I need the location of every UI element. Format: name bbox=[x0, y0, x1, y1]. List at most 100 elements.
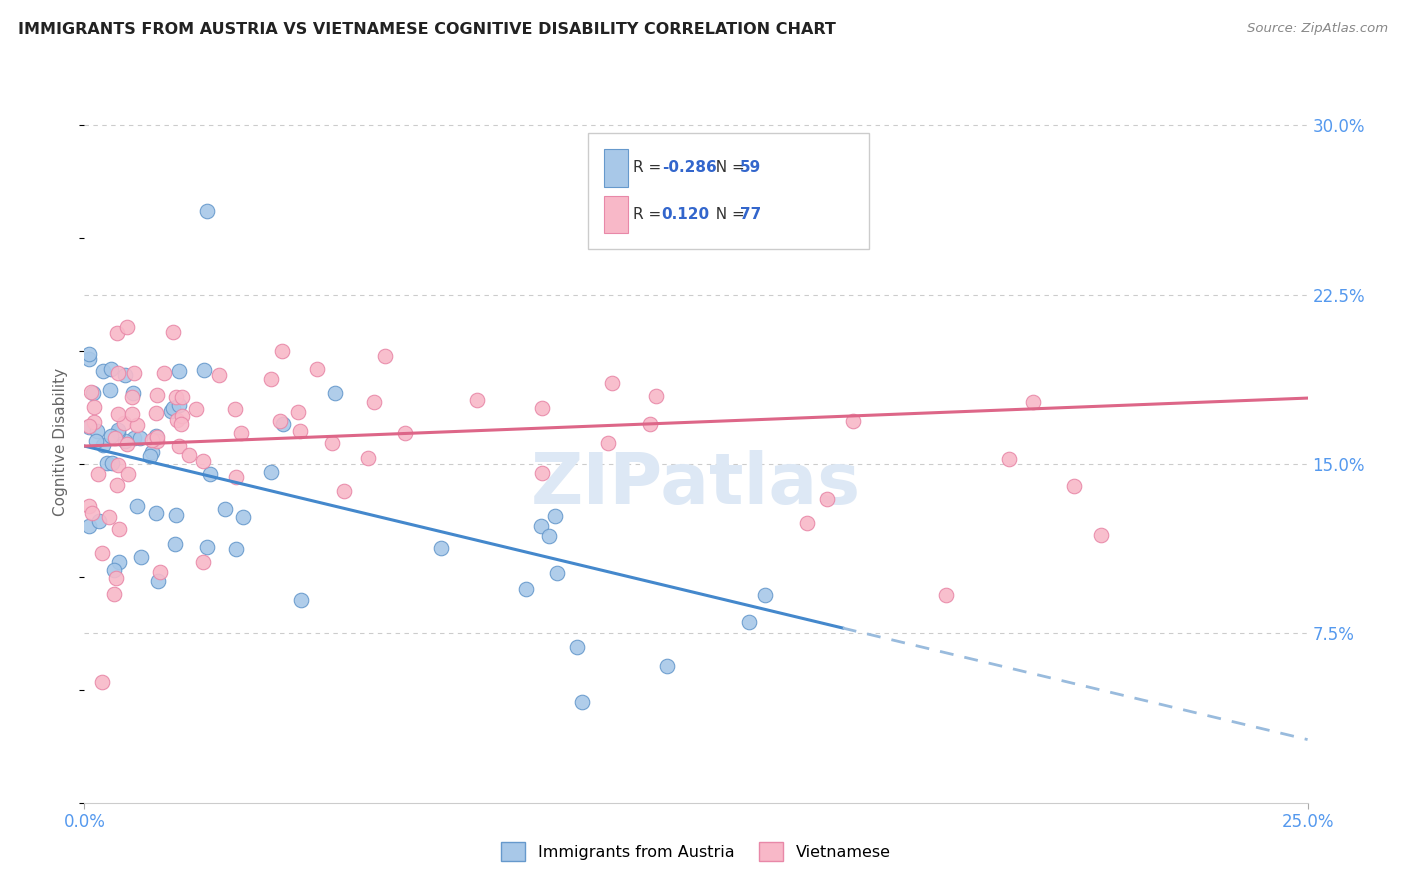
Point bbox=[77, 420, 100, 434]
Point bbox=[139, 449, 162, 463]
Point bbox=[179, 448, 201, 462]
Point bbox=[260, 372, 283, 386]
Point bbox=[86, 434, 108, 449]
Point bbox=[82, 506, 104, 520]
Point bbox=[83, 400, 105, 414]
Point bbox=[260, 466, 283, 480]
Point bbox=[77, 499, 100, 513]
Point bbox=[146, 387, 169, 401]
Point bbox=[115, 436, 138, 450]
Point bbox=[269, 414, 291, 428]
Point bbox=[112, 416, 135, 430]
Point bbox=[193, 555, 215, 569]
Point bbox=[323, 386, 346, 401]
Point bbox=[104, 432, 127, 446]
Point bbox=[96, 456, 118, 470]
Point bbox=[100, 456, 122, 470]
Text: ZIPatlas: ZIPatlas bbox=[531, 450, 860, 519]
Text: 0.120: 0.120 bbox=[662, 207, 710, 222]
Point bbox=[107, 423, 129, 437]
Point bbox=[125, 418, 148, 433]
Point bbox=[163, 537, 186, 551]
Point bbox=[77, 419, 100, 434]
Point bbox=[655, 658, 678, 673]
Point bbox=[544, 509, 567, 524]
Point bbox=[734, 153, 756, 167]
Point bbox=[100, 429, 122, 443]
Point bbox=[162, 325, 184, 339]
Point bbox=[638, 417, 661, 431]
Point bbox=[129, 431, 152, 445]
Point bbox=[146, 434, 169, 448]
Point bbox=[271, 344, 294, 359]
Point bbox=[107, 555, 129, 569]
Text: R =: R = bbox=[633, 207, 672, 222]
Point bbox=[357, 450, 380, 465]
Point bbox=[107, 367, 129, 381]
Point bbox=[195, 204, 218, 219]
Point bbox=[87, 514, 110, 528]
Point bbox=[146, 574, 169, 589]
Point bbox=[754, 588, 776, 602]
Point bbox=[169, 364, 191, 378]
Point bbox=[600, 376, 623, 391]
Point bbox=[374, 349, 396, 363]
Point bbox=[82, 385, 104, 400]
Point bbox=[107, 425, 129, 439]
Point bbox=[530, 519, 553, 533]
Point bbox=[538, 529, 561, 543]
Point bbox=[1063, 479, 1085, 493]
Text: 77: 77 bbox=[740, 207, 762, 222]
Point bbox=[107, 477, 129, 491]
Point bbox=[121, 390, 143, 404]
Point bbox=[90, 675, 112, 690]
Point bbox=[152, 366, 174, 380]
Point bbox=[145, 506, 167, 520]
Text: R =: R = bbox=[633, 161, 666, 175]
Point bbox=[567, 640, 589, 654]
Text: N =: N = bbox=[706, 207, 749, 222]
Point bbox=[97, 509, 120, 524]
Point bbox=[162, 401, 184, 415]
Point bbox=[363, 395, 385, 409]
Y-axis label: Cognitive Disability: Cognitive Disability bbox=[53, 368, 69, 516]
Point bbox=[107, 458, 129, 472]
Point bbox=[465, 392, 488, 407]
Point bbox=[815, 492, 838, 507]
Point bbox=[145, 406, 167, 420]
Point bbox=[224, 402, 246, 417]
Point bbox=[77, 347, 100, 361]
Point bbox=[842, 414, 865, 428]
Point bbox=[169, 417, 191, 431]
Point bbox=[229, 425, 252, 440]
Point bbox=[141, 433, 163, 447]
Point bbox=[91, 364, 114, 378]
Point bbox=[98, 383, 121, 397]
Point bbox=[160, 404, 183, 418]
Point bbox=[77, 519, 100, 533]
Point bbox=[515, 582, 537, 597]
Point bbox=[287, 405, 309, 419]
Point bbox=[121, 407, 143, 421]
Point bbox=[232, 510, 254, 524]
Text: Source: ZipAtlas.com: Source: ZipAtlas.com bbox=[1247, 22, 1388, 36]
Point bbox=[103, 587, 125, 601]
Point bbox=[145, 429, 167, 443]
Point bbox=[165, 390, 187, 404]
Point bbox=[127, 499, 149, 513]
Point bbox=[83, 415, 105, 429]
Point bbox=[131, 549, 153, 564]
Point bbox=[114, 368, 136, 382]
Point bbox=[107, 407, 129, 421]
Point bbox=[80, 384, 103, 399]
Point bbox=[114, 434, 136, 448]
Point bbox=[198, 467, 221, 481]
Point bbox=[121, 386, 143, 401]
Point bbox=[169, 397, 191, 411]
Point bbox=[796, 516, 818, 531]
Point bbox=[430, 541, 453, 555]
Point bbox=[93, 438, 115, 452]
Point bbox=[91, 546, 114, 560]
Point bbox=[225, 470, 247, 484]
Point bbox=[394, 425, 416, 440]
